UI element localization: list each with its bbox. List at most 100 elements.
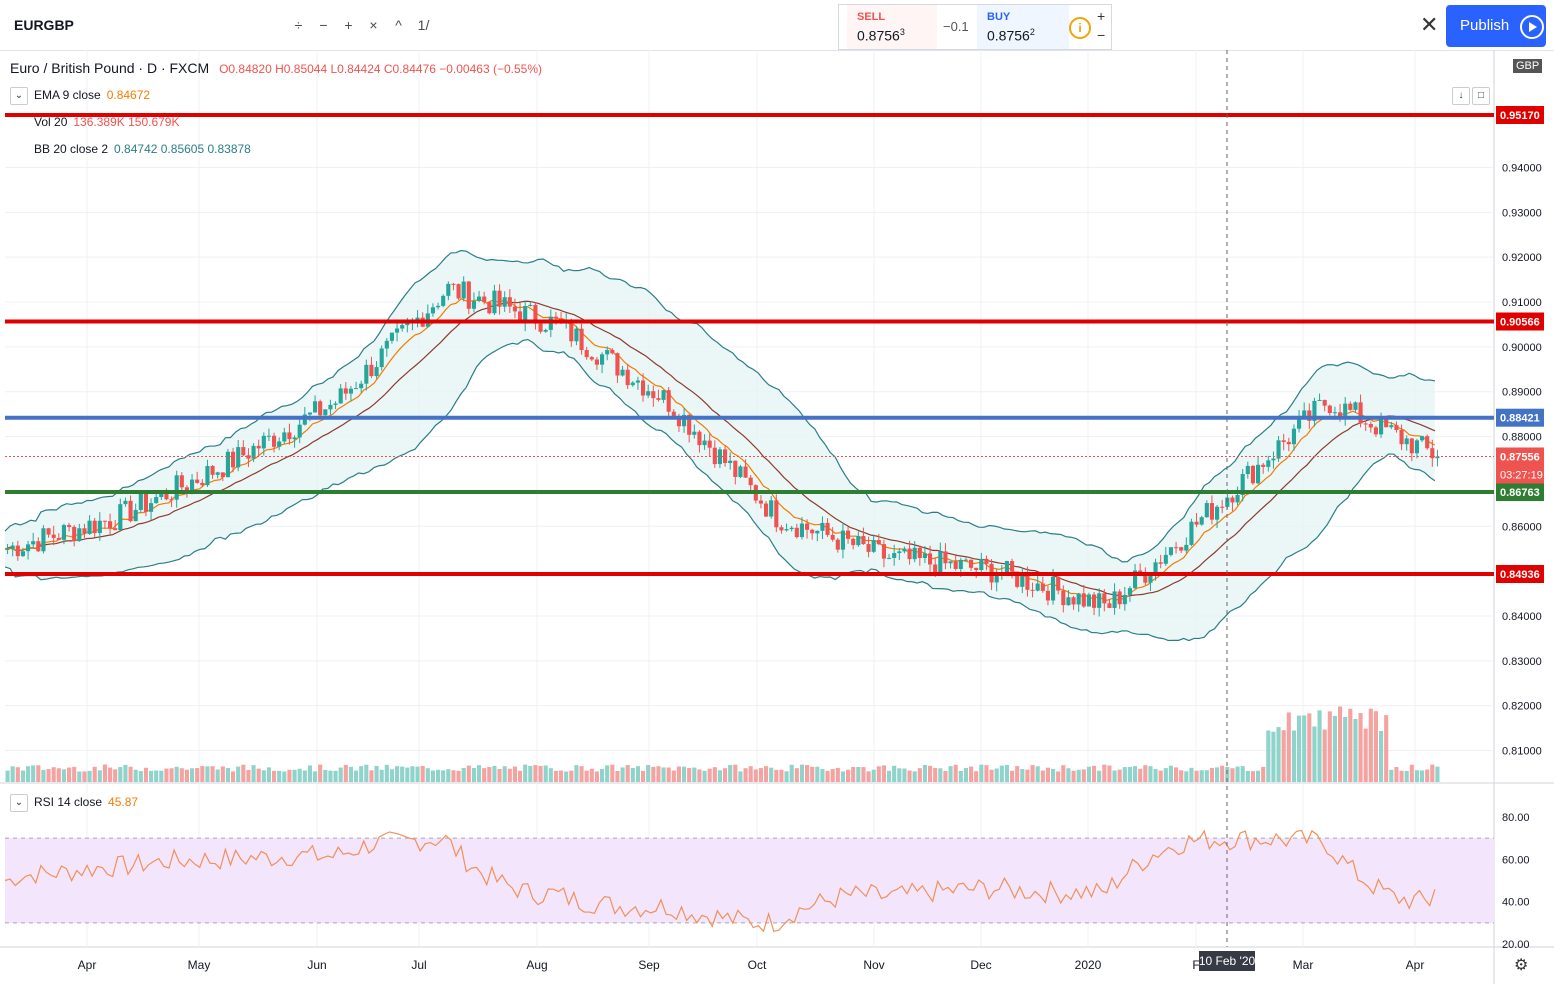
candle-body	[979, 558, 984, 571]
volume-bar	[348, 766, 353, 782]
close-icon[interactable]: ✕	[1420, 12, 1439, 37]
volume-bar	[758, 768, 763, 782]
chevron-down-icon[interactable]: ⌄	[10, 87, 28, 105]
candle-body	[389, 332, 394, 341]
volume-bar	[1307, 713, 1312, 782]
rsi-legend[interactable]: RSI 14 close 45.87	[34, 795, 138, 809]
candle-body	[912, 547, 917, 560]
candle-body	[779, 527, 784, 531]
candle-body	[436, 305, 441, 308]
candle-body	[1261, 464, 1266, 467]
buy-price: 0.87562	[987, 27, 1035, 44]
volume-bar	[1409, 764, 1414, 782]
candle-body	[1194, 521, 1199, 525]
candle-body	[210, 465, 215, 475]
volume-legend[interactable]: Vol 20 136.389K 150.679K	[34, 115, 179, 129]
candle-body	[1358, 402, 1363, 424]
volume-bar	[1312, 726, 1317, 782]
volume-bar	[579, 766, 584, 782]
time-tick-label: Oct	[748, 958, 767, 972]
symbol-name[interactable]: EURGBP	[14, 17, 74, 33]
volume-bar	[297, 768, 302, 782]
volume-bar	[1215, 767, 1220, 782]
volume-bar	[1086, 766, 1091, 782]
minus-tool-button[interactable]: −	[319, 17, 328, 33]
volume-bar	[1291, 730, 1296, 782]
chevron-down-icon[interactable]: ⌄	[10, 794, 28, 812]
candle-body	[400, 325, 405, 329]
play-icon[interactable]	[1520, 15, 1544, 39]
maximize-icon[interactable]: □	[1472, 87, 1490, 105]
plus-icon[interactable]: +	[1097, 8, 1106, 24]
volume-bar	[907, 770, 912, 782]
volume-bar	[1081, 769, 1086, 782]
volume-bar	[830, 769, 835, 782]
candle-body	[748, 477, 753, 486]
volume-bar	[456, 770, 461, 782]
power-tool-button[interactable]: ^	[395, 17, 402, 33]
volume-bar	[743, 768, 748, 782]
volume-bar	[835, 767, 840, 782]
volume-bar	[1286, 712, 1291, 782]
candle-body	[1404, 438, 1409, 445]
volume-bar	[533, 765, 538, 782]
candle-body	[553, 316, 558, 319]
candle-body	[379, 348, 384, 368]
volume-bar	[415, 766, 420, 782]
candle-body	[917, 547, 922, 558]
volume-bar	[1317, 710, 1322, 782]
countdown-label: 03:27:19	[1500, 469, 1543, 481]
publish-button[interactable]: Publish	[1446, 5, 1546, 47]
volume-bar	[451, 770, 456, 782]
sell-button[interactable]: SELL 0.87563	[847, 5, 937, 49]
volume-bar	[61, 769, 66, 782]
multiply-tool-button[interactable]: ×	[369, 17, 378, 33]
inverse-tool-button[interactable]: 1/	[417, 17, 430, 33]
candle-body	[892, 553, 897, 558]
candle-body	[974, 567, 979, 571]
candle-body	[676, 416, 681, 427]
volume-bar	[302, 770, 307, 782]
candle-body	[687, 414, 692, 435]
candle-body	[671, 411, 676, 417]
candle-body	[354, 388, 359, 390]
candle-body	[887, 557, 892, 559]
price-level-tag	[1496, 565, 1544, 583]
volume-bar	[1158, 770, 1163, 782]
gear-icon[interactable]: ⚙	[1514, 957, 1528, 974]
volume-bar	[318, 764, 323, 782]
volume-bar	[717, 770, 722, 782]
volume-bar	[641, 770, 646, 782]
candle-body	[359, 383, 364, 389]
volume-bar	[56, 768, 61, 782]
candle-body	[1363, 423, 1368, 425]
info-icon[interactable]: i	[1069, 17, 1091, 39]
buy-button[interactable]: BUY 0.87562	[977, 5, 1069, 49]
time-tick-label: Dec	[970, 958, 991, 972]
volume-bar	[1199, 770, 1204, 782]
volume-bar	[225, 768, 230, 782]
price-level-label: 0.90566	[1500, 316, 1540, 328]
candle-body	[169, 499, 174, 501]
volume-bar	[123, 764, 128, 782]
candle-body	[574, 328, 579, 342]
candle-body	[1112, 591, 1117, 608]
bb-legend[interactable]: BB 20 close 2 0.84742 0.85605 0.83878	[34, 142, 251, 156]
volume-bar	[1127, 766, 1132, 782]
candle-body	[446, 283, 451, 296]
candle-body	[190, 479, 195, 491]
volume-bar	[1435, 766, 1440, 782]
arrow-down-icon[interactable]: ↓	[1452, 87, 1470, 105]
volume-bar	[825, 770, 830, 782]
candle-body	[543, 329, 548, 332]
divide-tool-button[interactable]: ÷	[294, 17, 303, 33]
volume-bar	[569, 770, 574, 782]
chart-canvas[interactable]: 0.95170 0.90566 0.88421 0.86763 0.84936 0.875…	[0, 50, 1554, 984]
quantity-stepper[interactable]: + −	[1097, 7, 1105, 45]
plus-tool-button[interactable]: +	[344, 17, 353, 33]
minus-icon[interactable]: −	[1097, 27, 1106, 43]
ema-legend[interactable]: EMA 9 close 0.84672	[34, 88, 150, 102]
volume-values: 136.389K 150.679K	[73, 115, 180, 129]
candle-body	[1076, 593, 1081, 605]
candle-body	[26, 544, 31, 552]
